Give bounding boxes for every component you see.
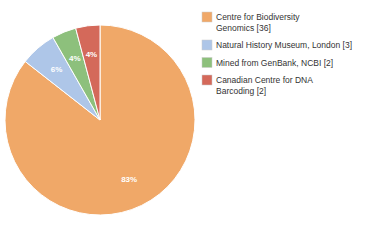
- legend-label: Centre for BiodiversityGenomics [36]: [216, 12, 300, 33]
- data-label: 83%: [121, 175, 137, 184]
- data-label: 6%: [51, 65, 63, 74]
- data-labels: 83% 6% 4% 4%: [51, 50, 137, 185]
- legend-swatch: [202, 58, 212, 68]
- legend-item: Canadian Centre for DNABarcoding [2]: [202, 75, 313, 96]
- legend-swatch: [202, 40, 212, 50]
- pie-slice: [76, 25, 100, 120]
- legend-label: Canadian Centre for DNABarcoding [2]: [216, 75, 313, 96]
- legend-swatch: [202, 12, 212, 22]
- legend-label: Mined from GenBank, NCBI [2]: [216, 58, 333, 68]
- data-label: 4%: [86, 50, 98, 59]
- legend-item: Natural History Museum, London [3]: [202, 40, 352, 50]
- legend-item: Mined from GenBank, NCBI [2]: [202, 58, 333, 68]
- pie: [5, 25, 195, 215]
- legend: Centre for BiodiversityGenomics [36] Natu…: [202, 12, 352, 96]
- pie-slice: [5, 25, 195, 215]
- data-label: 4%: [69, 54, 81, 63]
- legend-swatch: [202, 75, 212, 85]
- legend-item: Centre for BiodiversityGenomics [36]: [202, 12, 300, 33]
- chart: 83% 6% 4% 4% Centre for BiodiversityGenomics…: [0, 0, 380, 240]
- legend-label: Natural History Museum, London [3]: [216, 40, 352, 50]
